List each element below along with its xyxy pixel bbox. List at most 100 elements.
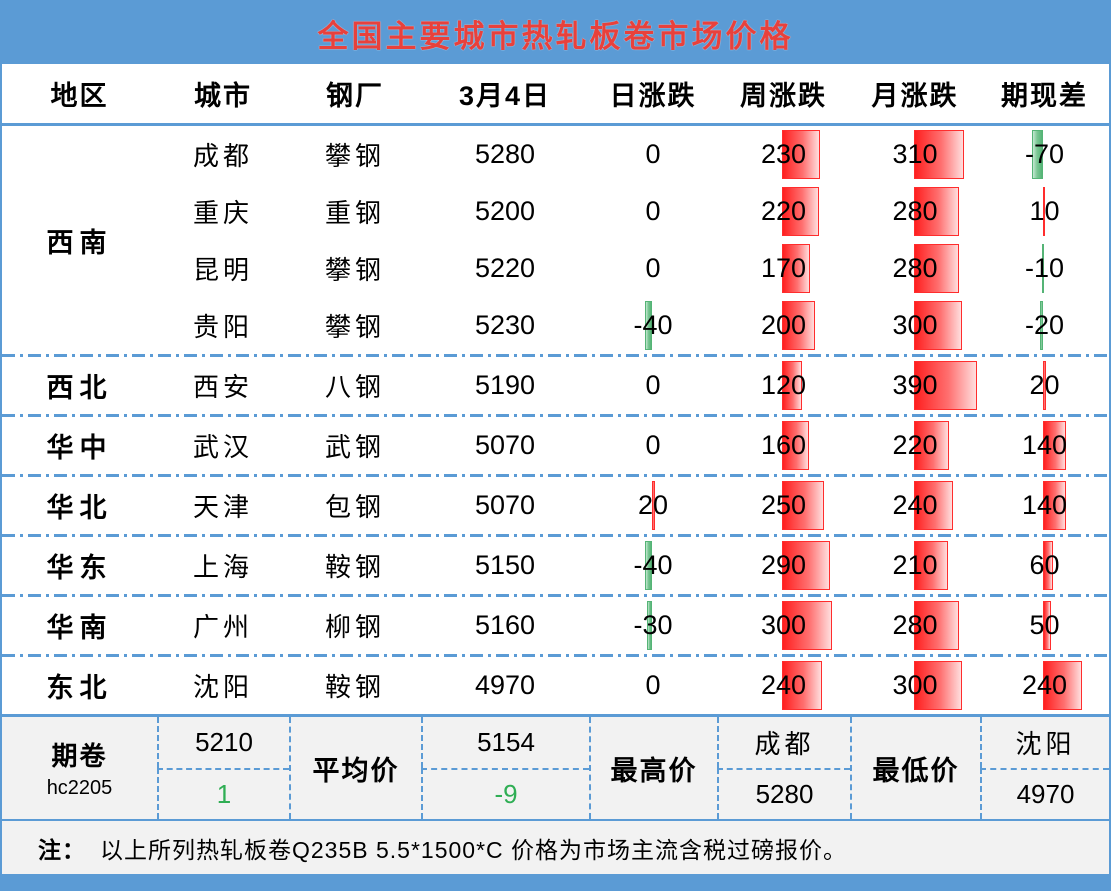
change-value: 280 — [892, 610, 938, 640]
positive-data-bar — [1043, 601, 1052, 650]
change-value: 120 — [760, 370, 807, 400]
region-group: 东北 沈阳 鞍钢 4970 0 240 300 240 — [2, 657, 1109, 714]
column-header-3: 钢厂 — [326, 81, 384, 111]
negative-data-bar — [1041, 244, 1044, 293]
footnote-text: 以上所列热轧板卷Q235B 5.5*1500*C 价格为市场主流含税过磅报价。 — [100, 836, 848, 863]
table-row: 上海 鞍钢 5150 -40 290 210 60 — [157, 537, 1109, 594]
day-change-cell: 0 — [589, 657, 717, 714]
region-group: 华北 天津 包钢 5070 20 250 240 140 — [2, 477, 1109, 534]
positive-data-bar — [1043, 187, 1046, 236]
positive-data-bar — [913, 361, 978, 410]
average-price-label: 平均价 — [289, 717, 421, 819]
group-separator — [2, 594, 1109, 597]
negative-data-bar — [645, 541, 652, 590]
price-cell-text: 5150 — [474, 550, 536, 580]
change-value: -40 — [633, 550, 673, 580]
region-group: 西南 成都 攀钢 5280 0 230 310 -70 重庆 重钢 5200 0 220 280 10 昆明攀… — [2, 126, 1109, 354]
price-cell: 5280 — [421, 126, 589, 183]
table-row: 沈阳 鞍钢 4970 0 240 300 240 — [157, 657, 1109, 714]
month-change-cell: 310 — [850, 126, 980, 183]
column-header-4: 3月4日 — [458, 81, 552, 111]
change-value: 10 — [1029, 196, 1060, 226]
footnote-prefix: 注： — [38, 836, 86, 863]
city-cell: 广州 — [157, 597, 289, 654]
region-group-rows: 上海 鞍钢 5150 -40 290 210 60 — [157, 537, 1109, 594]
change-value: -30 — [633, 610, 673, 640]
group-separator — [2, 354, 1109, 357]
basis-diff-cell: 140 — [980, 477, 1109, 534]
city-cell-text: 昆明 — [192, 255, 253, 285]
change-value: -20 — [1024, 310, 1065, 340]
column-header-row: 地区 城市 钢厂 3月4日 日涨跌 周涨跌 月涨跌 期现差 — [2, 64, 1109, 126]
table-row: 天津 包钢 5070 20 250 240 140 — [157, 477, 1109, 534]
title-band: 全国主要城市热轧板卷市场价格 — [2, 2, 1109, 64]
change-value: 390 — [892, 370, 938, 400]
positive-data-bar — [782, 244, 811, 293]
positive-data-bar — [782, 187, 819, 236]
change-value: 0 — [645, 430, 661, 460]
city-cell-text: 天津 — [192, 492, 253, 522]
column-header-8: 期现差 — [1001, 81, 1088, 111]
mill-cell: 八钢 — [289, 357, 421, 414]
column-header-1: 地区 — [50, 81, 109, 111]
price-cell: 4970 — [421, 657, 589, 714]
change-value: 210 — [892, 550, 938, 580]
month-change-cell: 390 — [850, 357, 980, 414]
region-group: 华东 上海 鞍钢 5150 -40 290 210 60 — [2, 537, 1109, 594]
positive-data-bar — [1043, 421, 1066, 470]
change-value: 310 — [892, 139, 938, 169]
city-cell: 上海 — [157, 537, 289, 594]
city-cell-text: 贵阳 — [192, 312, 253, 342]
change-value: 240 — [760, 670, 807, 700]
positive-data-bar — [913, 301, 963, 350]
table-row: 广州 柳钢 5160 -30 300 280 50 — [157, 597, 1109, 654]
positive-data-bar — [913, 661, 963, 710]
group-separator — [2, 534, 1109, 537]
city-cell-text: 西安 — [192, 372, 253, 402]
mill-cell: 包钢 — [289, 477, 421, 534]
futures-label: 期卷 — [51, 741, 108, 771]
change-value: -10 — [1024, 253, 1065, 283]
mill-cell: 武钢 — [289, 417, 421, 474]
price-cell-text: 5220 — [474, 253, 536, 283]
mill-cell: 柳钢 — [289, 597, 421, 654]
region-group-rows: 天津 包钢 5070 20 250 240 140 — [157, 477, 1109, 534]
region-label: 西北 — [46, 373, 113, 403]
negative-data-bar — [645, 301, 652, 350]
month-change-cell: 280 — [850, 597, 980, 654]
price-cell: 5220 — [421, 240, 589, 297]
price-cell: 5230 — [421, 297, 589, 354]
group-separator — [2, 414, 1109, 417]
price-cell-text: 5280 — [474, 139, 536, 169]
month-change-cell: 210 — [850, 537, 980, 594]
price-cell-text: 5200 — [474, 196, 536, 226]
change-value: 280 — [892, 196, 938, 226]
change-value: 300 — [892, 310, 938, 340]
week-change-cell: 120 — [717, 357, 850, 414]
month-change-cell: 280 — [850, 240, 980, 297]
region-group-rows: 武汉 武钢 5070 0 160 220 140 — [157, 417, 1109, 474]
footnote: 注： 以上所列热轧板卷Q235B 5.5*1500*C 价格为市场主流含税过磅报… — [2, 821, 1109, 874]
table-row: 重庆 重钢 5200 0 220 280 10 — [157, 183, 1109, 240]
region-group-rows: 沈阳 鞍钢 4970 0 240 300 240 — [157, 657, 1109, 714]
positive-data-bar — [913, 130, 965, 179]
change-value: 240 — [892, 490, 938, 520]
negative-data-bar — [1031, 130, 1044, 179]
mill-cell-text: 鞍钢 — [324, 672, 385, 702]
city-cell: 重庆 — [157, 183, 289, 240]
page-title: 全国主要城市热轧板卷市场价格 — [317, 18, 794, 54]
group-separator — [2, 654, 1109, 657]
bottom-blue-strip — [0, 874, 1111, 891]
week-change-cell: 250 — [717, 477, 850, 534]
basis-diff-cell: 10 — [980, 183, 1109, 240]
change-value: 0 — [645, 139, 661, 169]
mill-cell: 鞍钢 — [289, 657, 421, 714]
week-change-cell: 160 — [717, 417, 850, 474]
change-value: 140 — [1021, 490, 1068, 520]
change-value: 0 — [645, 370, 661, 400]
positive-data-bar — [782, 361, 803, 410]
positive-data-bar — [782, 421, 809, 470]
day-change-cell: 0 — [589, 183, 717, 240]
mill-cell-text: 重钢 — [324, 198, 385, 228]
futures-price: 5210 — [157, 717, 289, 768]
